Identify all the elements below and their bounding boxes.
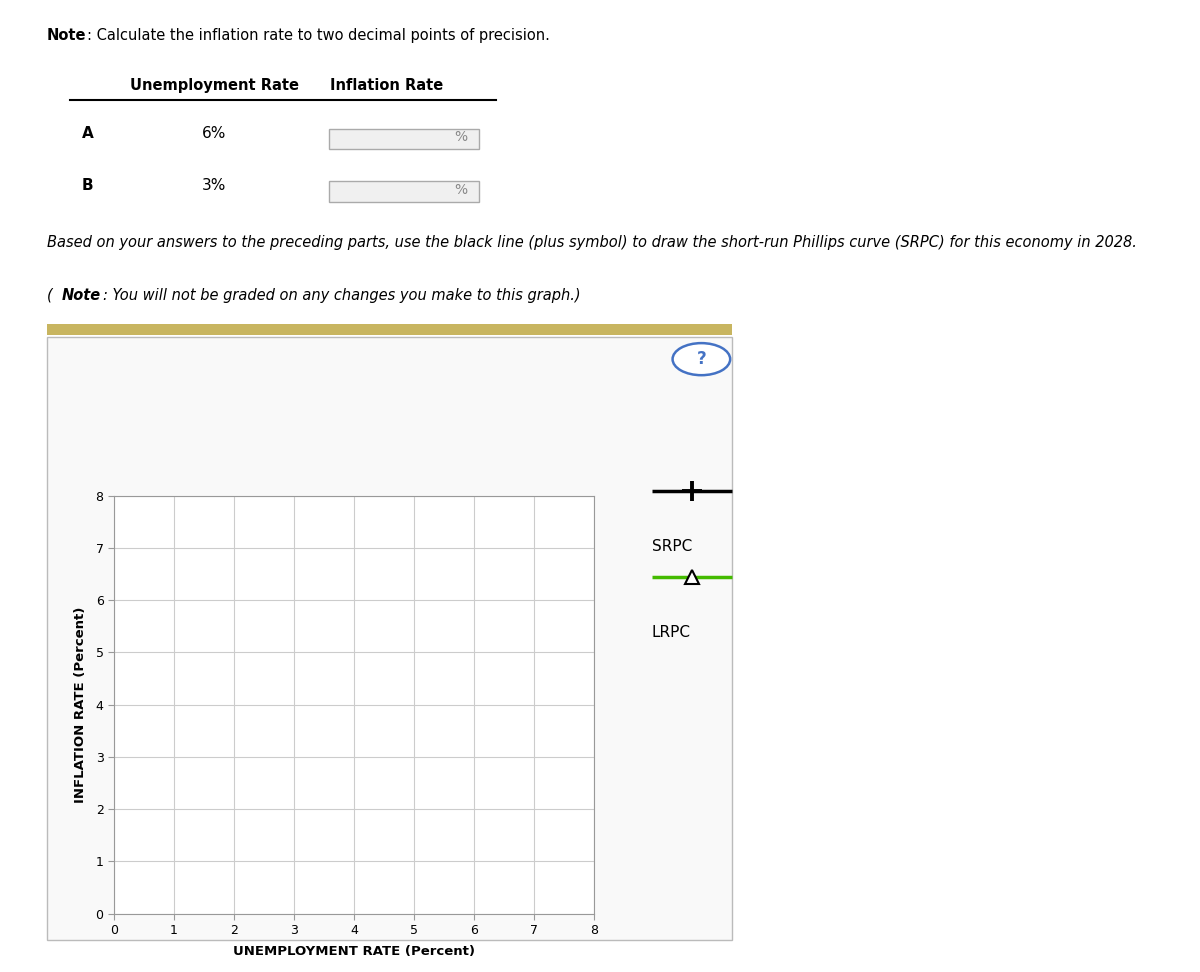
FancyBboxPatch shape	[47, 336, 732, 940]
Text: (: (	[47, 288, 53, 302]
FancyBboxPatch shape	[329, 181, 479, 202]
FancyBboxPatch shape	[329, 128, 479, 149]
Text: Note: Note	[62, 288, 101, 302]
Text: : Calculate the inflation rate to two decimal points of precision.: : Calculate the inflation rate to two de…	[88, 28, 551, 43]
Text: Based on your answers to the preceding parts, use the black line (plus symbol) t: Based on your answers to the preceding p…	[47, 235, 1136, 250]
Text: : You will not be graded on any changes you make to this graph.): : You will not be graded on any changes …	[103, 288, 581, 302]
Text: ?: ?	[696, 350, 707, 368]
Circle shape	[672, 343, 730, 375]
Text: SRPC: SRPC	[652, 538, 692, 554]
X-axis label: UNEMPLOYMENT RATE (Percent): UNEMPLOYMENT RATE (Percent)	[233, 946, 475, 958]
Text: B: B	[82, 179, 94, 193]
Text: %: %	[455, 183, 468, 196]
Text: Note: Note	[47, 28, 86, 43]
Text: 3%: 3%	[202, 179, 227, 193]
Text: A: A	[82, 126, 94, 141]
Text: %: %	[455, 130, 468, 144]
Text: Unemployment Rate: Unemployment Rate	[130, 78, 299, 92]
Text: 6%: 6%	[202, 126, 227, 141]
Text: Inflation Rate: Inflation Rate	[330, 78, 444, 92]
Text: LRPC: LRPC	[652, 625, 691, 641]
Y-axis label: INFLATION RATE (Percent): INFLATION RATE (Percent)	[74, 607, 88, 803]
Bar	[47, 324, 732, 335]
